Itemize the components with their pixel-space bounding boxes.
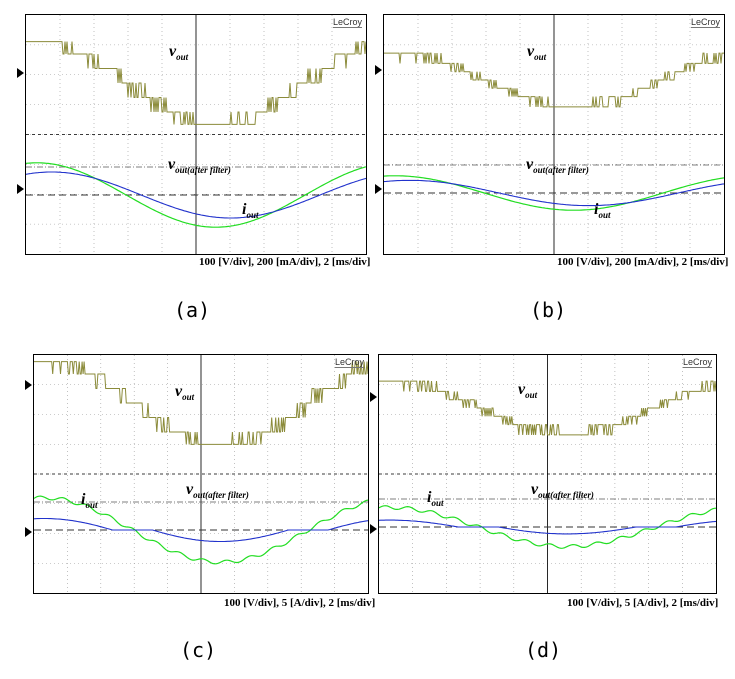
vout-label: vout: [175, 383, 195, 403]
panel-a: LeCroy vout vout(after filter) iout 100 …: [0, 0, 370, 340]
iout-trace: [34, 517, 368, 543]
grid: [26, 15, 366, 254]
vout-trace: [384, 52, 724, 108]
vout-filtered-trace: [379, 505, 716, 549]
vout-label: vout: [527, 43, 547, 63]
panel-b: LeCroy vout vout(after filter) iout 100 …: [370, 0, 735, 340]
vout-label: vout: [169, 43, 189, 63]
scope-plot-a: [26, 15, 366, 254]
brand-label: LeCroy: [690, 17, 720, 28]
channel-marker-bottom: [370, 524, 377, 534]
scale-info: 100 [V/div], 200 [mA/div], 2 [ms/div]: [557, 256, 729, 268]
vout-filtered-trace: [384, 175, 724, 211]
channel-marker-bottom: [17, 184, 24, 194]
scale-info: 100 [V/div], 5 [A/div], 2 [ms/div]: [224, 597, 376, 609]
vout-filtered-label: vout(after filter): [531, 481, 594, 501]
scope-plot-d: [379, 355, 716, 593]
brand-label: LeCroy: [682, 357, 712, 368]
scope-screen-b: LeCroy vout vout(after filter) iout: [383, 14, 725, 255]
channel-marker-bottom: [375, 184, 382, 194]
panel-d: LeCroy vout vout(after filter) iout 100 …: [370, 340, 735, 679]
vout-trace: [379, 380, 716, 436]
iout-trace: [384, 179, 724, 207]
scope-screen-c: LeCroy vout vout(after filter) iout: [33, 354, 369, 594]
brand-label: LeCroy: [334, 357, 364, 368]
channel-marker-bottom: [25, 527, 32, 537]
brand-label: LeCroy: [332, 17, 362, 28]
scale-info: 100 [V/div], 200 [mA/div], 2 [ms/div]: [199, 256, 371, 268]
caption-a: (a): [174, 298, 211, 322]
caption-b: (b): [530, 298, 567, 322]
iout-trace: [26, 171, 366, 219]
vout-filtered-label: vout(after filter): [168, 156, 231, 176]
scope-screen-d: LeCroy vout vout(after filter) iout: [378, 354, 717, 594]
vout-trace: [34, 361, 368, 445]
grid: [384, 15, 724, 254]
vout-trace: [26, 41, 366, 125]
vout-filtered-label: vout(after filter): [186, 481, 249, 501]
iout-trace: [379, 519, 716, 535]
channel-marker-top: [370, 392, 377, 402]
vout-filtered-label: vout(after filter): [526, 156, 589, 176]
vout-label: vout: [518, 381, 538, 401]
iout-label: iout: [242, 201, 259, 221]
iout-label: iout: [594, 201, 611, 221]
panel-c: LeCroy vout vout(after filter) iout 100 …: [0, 340, 375, 679]
vout-filtered-trace: [34, 495, 368, 565]
caption-c: (c): [180, 638, 217, 662]
caption-d: (d): [525, 638, 562, 662]
vout-filtered-trace: [26, 162, 366, 228]
iout-label: iout: [81, 491, 98, 511]
iout-label: iout: [427, 489, 444, 509]
channel-marker-top: [25, 380, 32, 390]
scale-info: 100 [V/div], 5 [A/div], 2 [ms/div]: [567, 597, 719, 609]
scope-screen-a: LeCroy vout vout(after filter) iout: [25, 14, 367, 255]
scope-plot-b: [384, 15, 724, 254]
channel-marker-top: [375, 65, 382, 75]
scope-plot-c: [34, 355, 368, 593]
channel-marker-top: [17, 68, 24, 78]
